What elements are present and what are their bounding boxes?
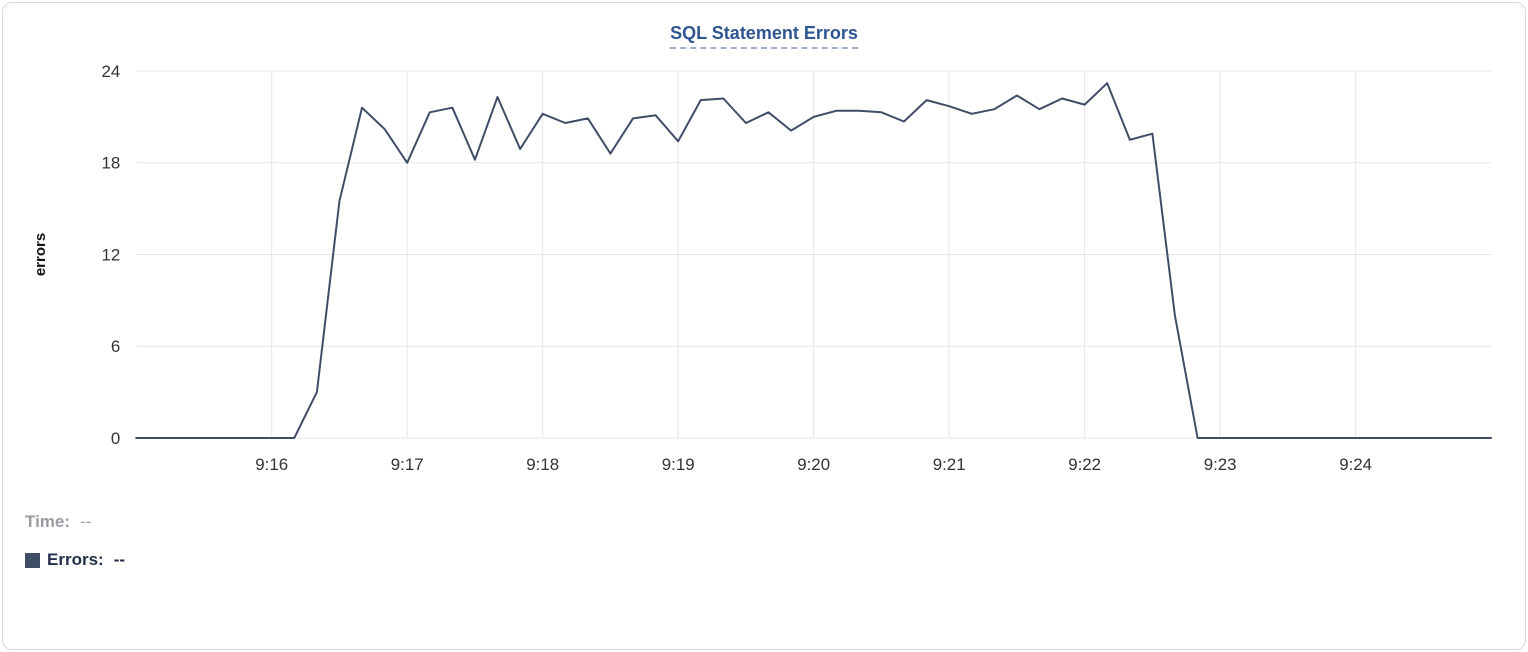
svg-text:9:18: 9:18 <box>526 455 559 474</box>
svg-text:errors: errors <box>32 233 49 276</box>
chart-title[interactable]: SQL Statement Errors <box>670 23 858 49</box>
svg-text:18: 18 <box>102 154 121 173</box>
svg-text:9:19: 9:19 <box>662 455 695 474</box>
svg-text:9:17: 9:17 <box>391 455 424 474</box>
time-readout-row: Time: -- <box>25 512 1509 532</box>
svg-text:12: 12 <box>102 245 121 264</box>
svg-text:0: 0 <box>111 429 120 448</box>
svg-text:9:23: 9:23 <box>1204 455 1237 474</box>
svg-text:9:24: 9:24 <box>1339 455 1372 474</box>
svg-text:9:20: 9:20 <box>797 455 830 474</box>
svg-text:24: 24 <box>102 62 121 81</box>
svg-text:9:16: 9:16 <box>255 455 288 474</box>
time-readout-value: -- <box>80 512 92 531</box>
svg-text:6: 6 <box>111 337 120 356</box>
errors-readout-row: Errors: -- <box>25 550 1509 570</box>
sql-errors-line-chart[interactable]: 0 6 12 18 24 9:16 9:17 9:18 9:19 9:20 9:21 9:22 9:23… <box>19 51 1509 496</box>
svg-text:9:21: 9:21 <box>933 455 966 474</box>
chart-title-row: SQL Statement Errors <box>19 23 1509 49</box>
svg-text:9:22: 9:22 <box>1068 455 1101 474</box>
errors-readout-value: -- <box>113 550 126 569</box>
time-readout-label: Time: <box>25 512 71 531</box>
errors-series-swatch <box>25 552 40 568</box>
errors-readout-label: Errors: <box>47 550 104 569</box>
hover-readout: Time: -- Errors: -- <box>19 512 1509 570</box>
